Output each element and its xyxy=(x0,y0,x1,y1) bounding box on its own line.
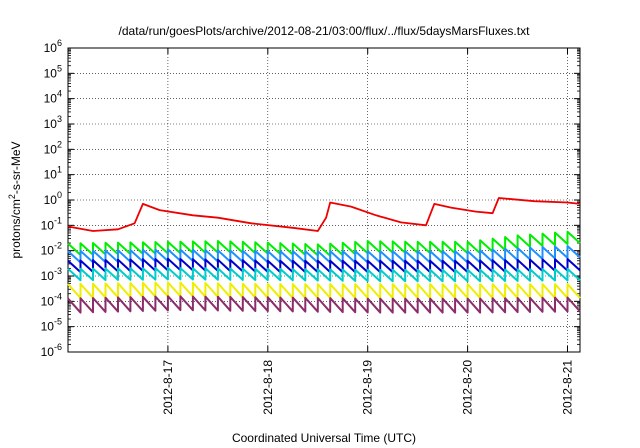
x-axis-ticks: 2012-8-17 2012-8-18 2012-8-19 2012-8-20 2012… xyxy=(161,48,575,415)
y-tick-label: 106 xyxy=(44,38,62,55)
series-line-3 xyxy=(67,245,581,264)
y-tick-label: 10-2 xyxy=(41,241,62,258)
y-tick-label: 10-6 xyxy=(41,342,62,359)
y-tick-label: 103 xyxy=(44,114,62,131)
x-tick-label: 2012-8-21 xyxy=(561,360,575,415)
y-tick-label: 102 xyxy=(44,139,62,156)
series-line-5 xyxy=(67,266,581,283)
y-tick-label: 100 xyxy=(44,190,62,207)
series-group xyxy=(67,197,581,314)
x-tick-label: 2012-8-20 xyxy=(461,360,475,415)
y-tick-label: 10-3 xyxy=(41,266,62,283)
x-tick-label: 2012-8-17 xyxy=(161,360,175,415)
y-axis-label: protons/cm2-s-sr-MeV xyxy=(7,141,23,258)
x-tick-label: 2012-8-18 xyxy=(261,360,275,415)
y-axis-ticks: 10-6 10-5 10-4 10-3 10-2 10-1 100 101 102 103 104 1… xyxy=(41,38,580,359)
y-tick-label: 10-1 xyxy=(41,215,62,232)
x-axis-label: Coordinated Universal Time (UTC) xyxy=(232,431,416,445)
series-line-4 xyxy=(67,257,581,274)
x-tick-label: 2012-8-19 xyxy=(361,360,375,415)
y-tick-label: 10-5 xyxy=(41,317,62,334)
y-tick-label: 104 xyxy=(44,89,62,106)
y-tick-label: 105 xyxy=(44,63,62,80)
y-tick-label: 101 xyxy=(44,165,62,182)
chart-title: /data/run/goesPlots/archive/2012-08-21/0… xyxy=(119,24,531,38)
series-line-2 xyxy=(67,230,581,257)
series-line-1 xyxy=(67,197,581,232)
y-tick-label: 10-4 xyxy=(41,291,62,308)
series-line-6 xyxy=(67,281,581,299)
series-line-7 xyxy=(67,295,581,314)
